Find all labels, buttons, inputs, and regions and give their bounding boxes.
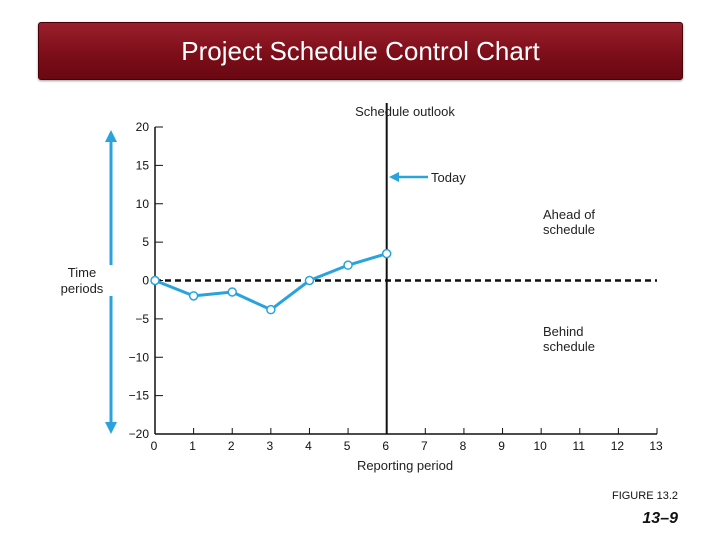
x-tick-label: 13 [649, 439, 663, 453]
x-tick-label: 9 [498, 439, 505, 453]
chart-title: Schedule outlook [355, 104, 455, 119]
slide-title: Project Schedule Control Chart [181, 35, 540, 66]
ahead-label-line1: Ahead of [543, 207, 595, 222]
x-tick-label: 5 [344, 439, 351, 453]
y-tick-label: 15 [136, 158, 150, 172]
y-tick-label: −5 [135, 312, 149, 326]
data-point [304, 275, 315, 286]
y-tick-label: 0 [142, 274, 149, 288]
x-tick-label: 2 [228, 439, 235, 453]
y-tick-label: 5 [142, 235, 149, 249]
data-point [343, 260, 353, 270]
y-tick-label: −15 [129, 389, 150, 403]
y-axis-label-line2: periods [61, 281, 104, 296]
data-point [188, 291, 199, 301]
chart-marks [150, 248, 392, 315]
page-number: 13–9 [642, 510, 678, 527]
data-point [227, 287, 237, 297]
x-tick-label: 6 [382, 439, 389, 453]
x-tick-label: 11 [573, 439, 586, 453]
x-tick-label: 3 [267, 439, 274, 453]
y-tick-label: −10 [129, 350, 150, 364]
today-label: Today [431, 170, 466, 185]
x-axis-label: Reporting period [357, 458, 453, 473]
data-point [150, 275, 160, 286]
behind-label-line1: Behind [543, 324, 583, 339]
x-tick-label: 7 [421, 439, 428, 453]
y-tick-label: 20 [136, 120, 150, 134]
x-tick-label: 10 [533, 439, 547, 453]
title-bar: Project Schedule Control Chart [38, 22, 683, 80]
y-tick-label: 10 [136, 197, 150, 211]
x-tick-label: 8 [460, 439, 467, 453]
x-tick-label: 4 [305, 439, 312, 453]
y-axis-label-line1: Time [68, 265, 96, 280]
x-tick-label: 0 [151, 439, 158, 453]
figure-label: FIGURE 13.2 [611, 490, 678, 502]
x-tick-label: 12 [611, 439, 625, 453]
data-point [381, 248, 392, 259]
ahead-label-line2: schedule [543, 222, 595, 237]
x-tick-label: 1 [189, 439, 196, 453]
y-tick-label: −20 [129, 427, 150, 441]
chart-axes [105, 103, 658, 435]
data-point [266, 304, 276, 315]
behind-label-line2: schedule [543, 339, 595, 354]
